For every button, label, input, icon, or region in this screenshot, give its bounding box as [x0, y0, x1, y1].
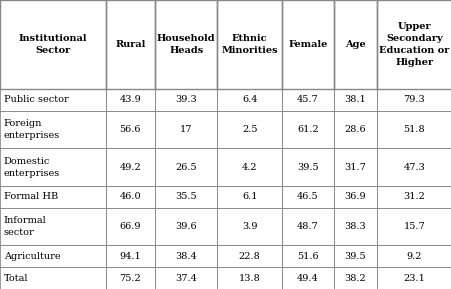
Text: 17: 17 — [179, 125, 192, 134]
Text: 6.4: 6.4 — [241, 95, 257, 104]
Text: 48.7: 48.7 — [296, 222, 318, 231]
Text: 75.2: 75.2 — [119, 274, 141, 283]
Text: 66.9: 66.9 — [119, 222, 141, 231]
Text: Ethnic
Minorities: Ethnic Minorities — [221, 34, 277, 55]
Text: Household
Heads: Household Heads — [156, 34, 215, 55]
Text: Agriculture: Agriculture — [4, 252, 60, 261]
Text: 47.3: 47.3 — [403, 163, 424, 172]
Text: 6.1: 6.1 — [241, 192, 257, 201]
Text: 61.2: 61.2 — [296, 125, 318, 134]
Text: 22.8: 22.8 — [238, 252, 260, 261]
Text: 79.3: 79.3 — [403, 95, 424, 104]
Text: 37.4: 37.4 — [175, 274, 197, 283]
Text: Age: Age — [344, 40, 365, 49]
Text: 23.1: 23.1 — [403, 274, 424, 283]
Text: 15.7: 15.7 — [403, 222, 424, 231]
Text: 56.6: 56.6 — [119, 125, 141, 134]
Text: 51.6: 51.6 — [296, 252, 318, 261]
Text: Foreign
enterprises: Foreign enterprises — [4, 119, 60, 140]
Text: 38.2: 38.2 — [344, 274, 365, 283]
Text: 43.9: 43.9 — [119, 95, 141, 104]
Text: Upper
Secondary
Education or
Higher: Upper Secondary Education or Higher — [378, 22, 449, 67]
Text: 38.3: 38.3 — [344, 222, 365, 231]
Text: 38.4: 38.4 — [175, 252, 197, 261]
Text: Female: Female — [288, 40, 327, 49]
Text: Informal
sector: Informal sector — [4, 216, 46, 237]
Text: Domestic
enterprises: Domestic enterprises — [4, 157, 60, 178]
Text: 51.8: 51.8 — [403, 125, 424, 134]
Text: 3.9: 3.9 — [241, 222, 257, 231]
Text: 39.5: 39.5 — [344, 252, 365, 261]
Text: Public sector: Public sector — [4, 95, 68, 104]
Text: 45.7: 45.7 — [296, 95, 318, 104]
Text: 46.0: 46.0 — [119, 192, 141, 201]
Text: 31.7: 31.7 — [344, 163, 365, 172]
Text: 94.1: 94.1 — [119, 252, 141, 261]
Text: 31.2: 31.2 — [403, 192, 424, 201]
Text: 26.5: 26.5 — [175, 163, 197, 172]
Text: 9.2: 9.2 — [406, 252, 421, 261]
Text: 39.3: 39.3 — [175, 95, 197, 104]
Text: 46.5: 46.5 — [296, 192, 318, 201]
Text: 39.5: 39.5 — [296, 163, 318, 172]
Text: 49.2: 49.2 — [119, 163, 141, 172]
Text: 28.6: 28.6 — [344, 125, 365, 134]
Text: 38.1: 38.1 — [344, 95, 365, 104]
Text: Total: Total — [4, 274, 28, 283]
Text: 36.9: 36.9 — [344, 192, 365, 201]
Text: Formal HB: Formal HB — [4, 192, 58, 201]
Text: 4.2: 4.2 — [241, 163, 257, 172]
Text: Institutional
Sector: Institutional Sector — [18, 34, 87, 55]
Text: 39.6: 39.6 — [175, 222, 197, 231]
Text: Rural: Rural — [115, 40, 145, 49]
Text: 35.5: 35.5 — [175, 192, 197, 201]
Text: 13.8: 13.8 — [238, 274, 260, 283]
Text: 2.5: 2.5 — [241, 125, 257, 134]
Text: 49.4: 49.4 — [296, 274, 318, 283]
